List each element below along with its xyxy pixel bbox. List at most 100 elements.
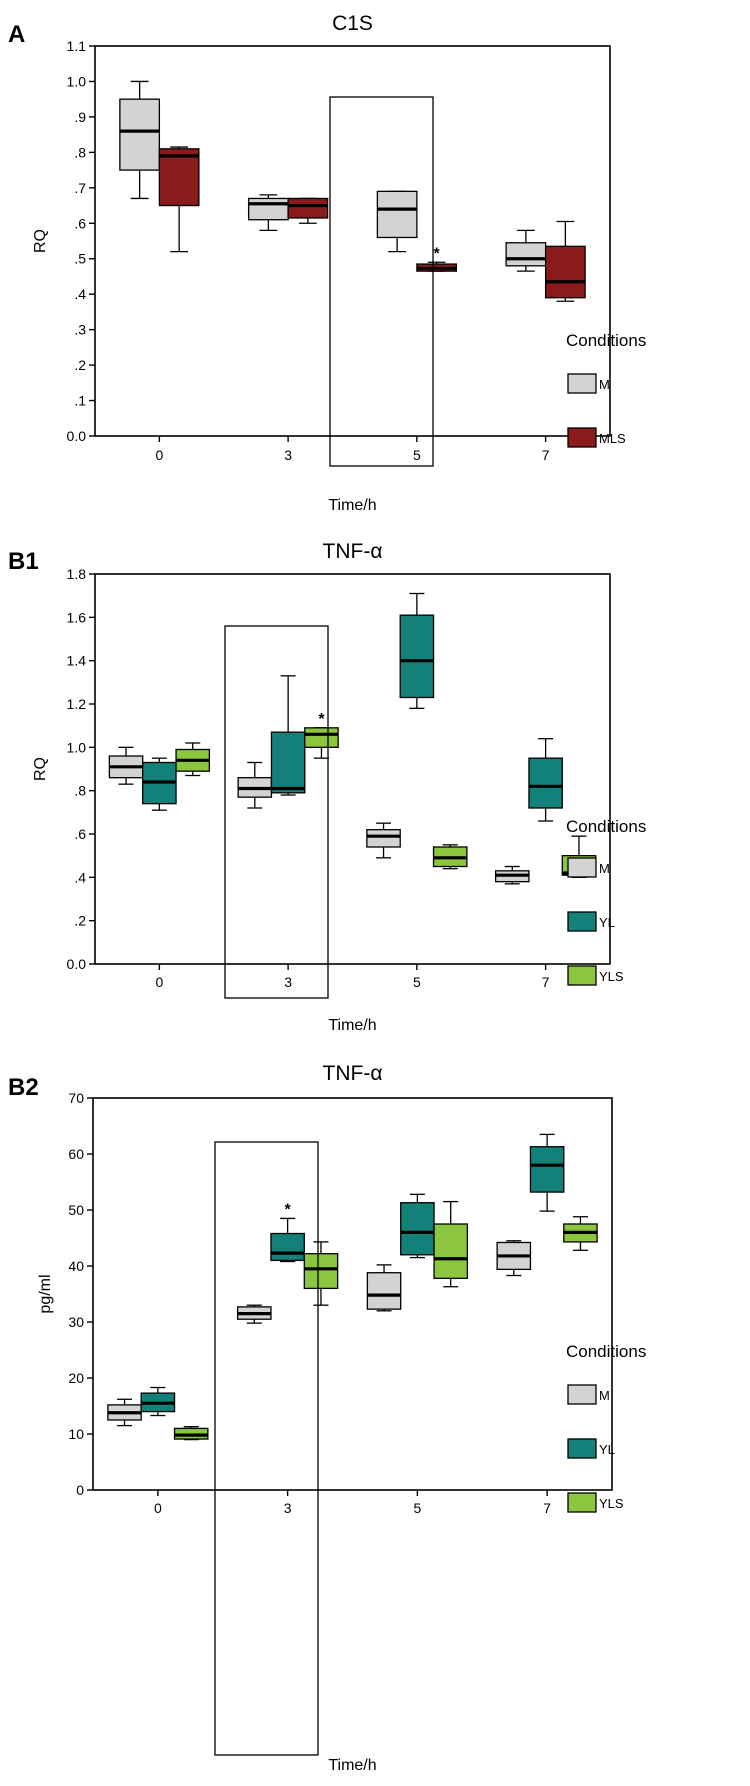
boxplot-box xyxy=(400,1193,435,1259)
y-tick-label: 1.1 xyxy=(67,38,87,54)
legend-title: Conditions xyxy=(566,1342,646,1361)
legend-swatch xyxy=(567,373,597,394)
box-iqr xyxy=(158,148,200,207)
legend-swatch xyxy=(567,427,597,448)
boxplot-box xyxy=(119,80,161,200)
boxplot-box xyxy=(270,675,306,796)
chart-title: TNF-α xyxy=(323,540,383,563)
legend-label: M xyxy=(599,377,610,392)
y-tick-label: 50 xyxy=(68,1202,84,1218)
box-iqr xyxy=(433,1223,469,1279)
legend-label: M xyxy=(599,861,610,876)
box-iqr xyxy=(544,245,586,299)
legend-swatch xyxy=(567,911,597,932)
x-tick-label: 0 xyxy=(154,1500,162,1516)
box-iqr xyxy=(505,242,547,267)
x-tick-label: 5 xyxy=(413,447,421,463)
box-iqr xyxy=(304,727,339,748)
box-iqr xyxy=(399,614,435,699)
box-iqr xyxy=(287,197,329,219)
panel-label: B2 xyxy=(8,1074,39,1101)
boxplot-box xyxy=(505,229,547,272)
boxplot-box xyxy=(366,1264,402,1312)
box-iqr xyxy=(400,1202,435,1256)
box-iqr xyxy=(529,1146,565,1193)
y-tick-label: .5 xyxy=(74,251,86,267)
legend-label: YLS xyxy=(599,969,624,984)
boxplot-box xyxy=(496,1240,532,1277)
box-iqr xyxy=(528,757,563,809)
legend-swatch xyxy=(567,1492,597,1513)
y-axis-label: pg/ml xyxy=(37,1274,54,1313)
boxplot-box xyxy=(366,822,401,859)
x-tick-label: 5 xyxy=(413,1500,421,1516)
boxplot-box: * xyxy=(416,245,458,272)
legend-swatch xyxy=(567,965,597,986)
boxplot-box: * xyxy=(270,1201,305,1263)
boxplot-box xyxy=(399,592,435,709)
box-iqr xyxy=(119,98,161,171)
legend-swatch xyxy=(567,1384,597,1405)
y-tick-label: 40 xyxy=(68,1258,84,1274)
y-tick-label: .7 xyxy=(74,180,86,196)
plot-frame xyxy=(94,45,611,437)
legend-label: MLS xyxy=(599,431,626,446)
x-axis-label: Time/h xyxy=(328,497,376,514)
y-tick-label: 30 xyxy=(68,1314,84,1330)
boxplot-box: * xyxy=(304,711,339,759)
panel-label: A xyxy=(8,21,25,48)
highlight-box xyxy=(329,96,434,467)
boxplot-box xyxy=(544,220,586,302)
legend-label: YL xyxy=(599,1442,615,1457)
boxplot-box xyxy=(494,865,530,885)
x-axis-label: Time/h xyxy=(328,1017,376,1034)
chart-title: C1S xyxy=(332,12,373,35)
chart-title: TNF-α xyxy=(323,1062,383,1085)
y-tick-label: .6 xyxy=(74,826,86,842)
x-tick-label: 3 xyxy=(284,447,292,463)
significance-star: * xyxy=(318,711,325,728)
legend-title: Conditions xyxy=(566,817,646,836)
y-tick-label: 0.0 xyxy=(67,428,87,444)
y-tick-label: .4 xyxy=(74,286,86,302)
significance-star: * xyxy=(285,1201,292,1218)
boxplot-box xyxy=(237,761,273,809)
y-tick-label: 60 xyxy=(68,1146,84,1162)
legend-title: Conditions xyxy=(566,331,646,350)
boxplot-box xyxy=(433,1200,469,1288)
legend-label: YLS xyxy=(599,1496,624,1511)
y-tick-label: 20 xyxy=(68,1370,84,1386)
y-tick-label: 10 xyxy=(68,1426,84,1442)
boxplot-box xyxy=(236,1304,272,1324)
box-iqr xyxy=(376,190,418,239)
box-iqr xyxy=(247,197,289,221)
x-tick-label: 3 xyxy=(284,974,292,990)
boxplot-box xyxy=(528,738,563,822)
y-tick-label: .2 xyxy=(74,357,86,373)
plot-frame xyxy=(94,573,611,965)
boxplot-box xyxy=(142,757,177,811)
x-axis-label: Time/h xyxy=(328,1757,376,1774)
y-tick-label: 1.0 xyxy=(67,739,87,755)
highlight-box xyxy=(224,625,329,999)
y-axis-label: RQ xyxy=(32,229,49,253)
legend-swatch xyxy=(567,857,597,878)
boxplot-box xyxy=(108,746,144,785)
boxplot-box xyxy=(563,1216,598,1251)
y-tick-label: 70 xyxy=(68,1090,84,1106)
y-tick-label: .6 xyxy=(74,215,86,231)
boxplot-box xyxy=(529,1133,565,1212)
plot-frame xyxy=(92,1097,613,1491)
y-axis-label: RQ xyxy=(32,757,49,781)
boxplot-box xyxy=(175,742,211,777)
panel-label: B1 xyxy=(8,548,39,575)
y-tick-label: .4 xyxy=(74,869,86,885)
boxplot-box xyxy=(432,844,468,870)
x-tick-label: 3 xyxy=(284,1500,292,1516)
x-tick-label: 7 xyxy=(543,1500,551,1516)
x-tick-label: 7 xyxy=(542,447,550,463)
y-tick-label: 0 xyxy=(76,1482,84,1498)
x-tick-label: 7 xyxy=(542,974,550,990)
y-tick-label: .9 xyxy=(74,109,86,125)
boxplot-box xyxy=(140,1386,176,1417)
